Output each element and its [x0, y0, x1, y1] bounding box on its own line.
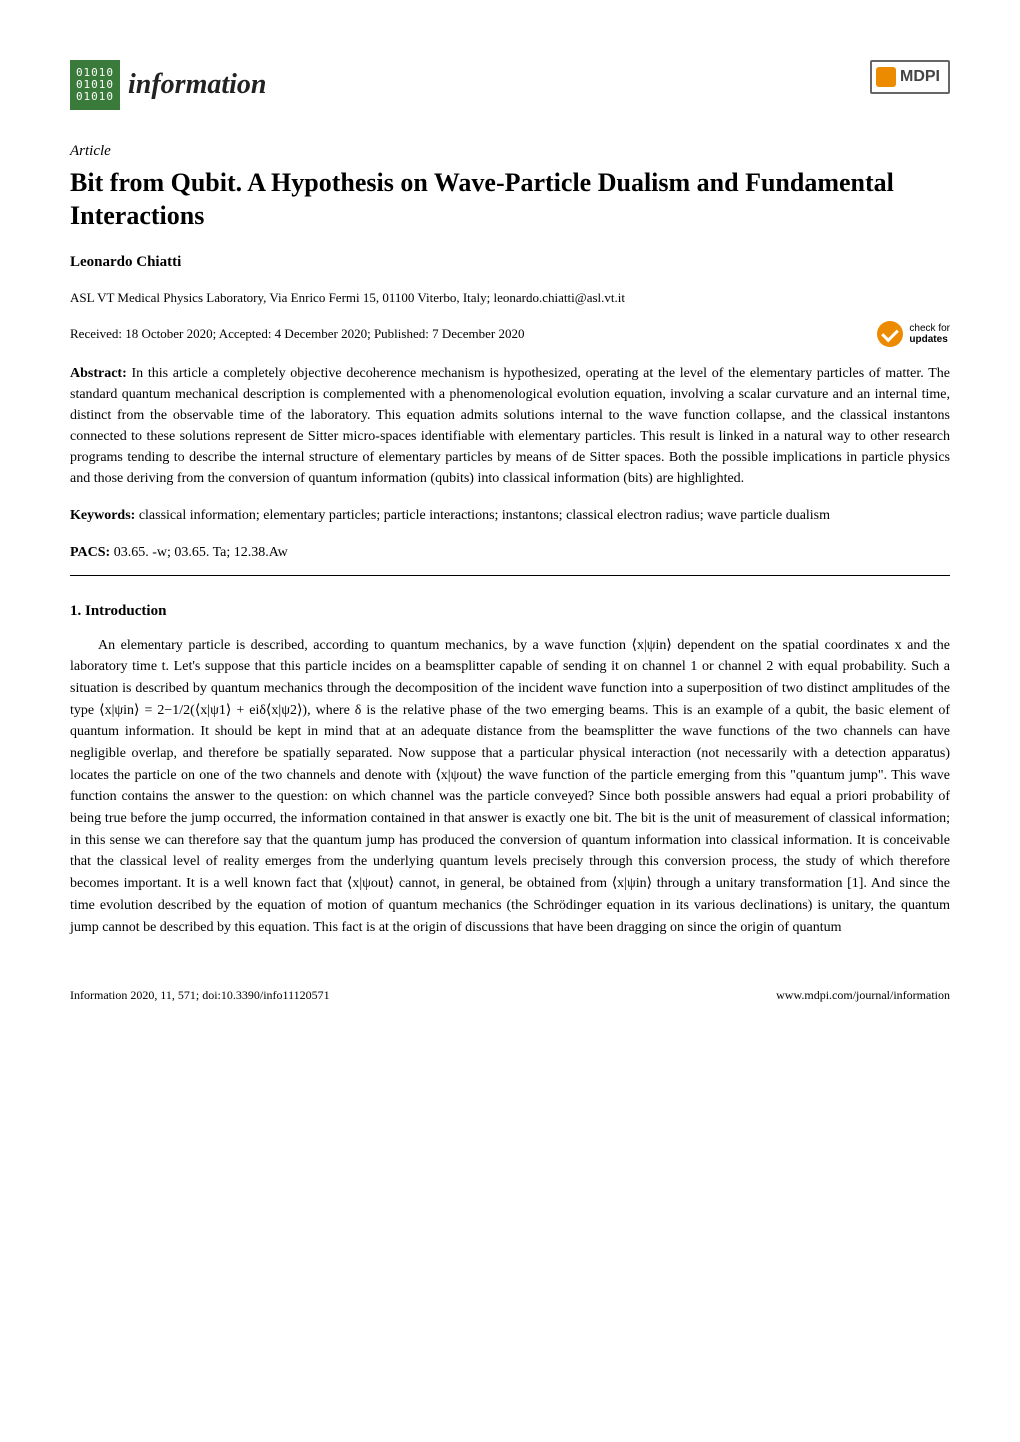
- footer-left: Information 2020, 11, 571; doi:10.3390/i…: [70, 986, 330, 1004]
- abstract-text: In this article a completely objective d…: [70, 366, 950, 486]
- abstract: Abstract: In this article a completely o…: [70, 363, 950, 489]
- publication-dates: Received: 18 October 2020; Accepted: 4 D…: [70, 324, 525, 344]
- check-updates-text: check for updates: [909, 323, 950, 345]
- icon-line: 01010: [76, 91, 114, 103]
- check-updates-badge[interactable]: check for updates: [877, 321, 950, 347]
- divider: [70, 575, 950, 576]
- section-heading: 1. Introduction: [70, 600, 950, 623]
- keywords: Keywords: classical information; element…: [70, 505, 950, 526]
- keywords-text: classical information; elementary partic…: [139, 508, 830, 523]
- check-line-2: updates: [909, 334, 950, 345]
- publisher-name: MDPI: [900, 65, 940, 89]
- publisher-logo: MDPI: [870, 60, 950, 94]
- dates-row: Received: 18 October 2020; Accepted: 4 D…: [70, 321, 950, 347]
- pacs: PACS: 03.65. -w; 03.65. Ta; 12.38.Aw: [70, 542, 950, 563]
- pacs-label: PACS:: [70, 545, 110, 560]
- author-name: Leonardo Chiatti: [70, 251, 950, 274]
- pacs-text: 03.65. -w; 03.65. Ta; 12.38.Aw: [114, 545, 288, 560]
- body-paragraph: An elementary particle is described, acc…: [70, 635, 950, 939]
- keywords-label: Keywords:: [70, 508, 135, 523]
- check-line-1: check for: [909, 323, 950, 334]
- abstract-label: Abstract:: [70, 366, 127, 381]
- journal-logo: 01010 01010 01010 information: [70, 60, 266, 110]
- header: 01010 01010 01010 information MDPI: [70, 60, 950, 110]
- footer: Information 2020, 11, 571; doi:10.3390/i…: [70, 978, 950, 1004]
- footer-right[interactable]: www.mdpi.com/journal/information: [776, 986, 950, 1004]
- journal-name: information: [128, 64, 266, 106]
- affiliation: ASL VT Medical Physics Laboratory, Via E…: [70, 288, 950, 308]
- check-icon: [877, 321, 903, 347]
- article-type: Article: [70, 140, 950, 163]
- article-title: Bit from Qubit. A Hypothesis on Wave-Par…: [70, 166, 950, 234]
- journal-icon: 01010 01010 01010: [70, 60, 120, 110]
- mdpi-icon: [876, 67, 896, 87]
